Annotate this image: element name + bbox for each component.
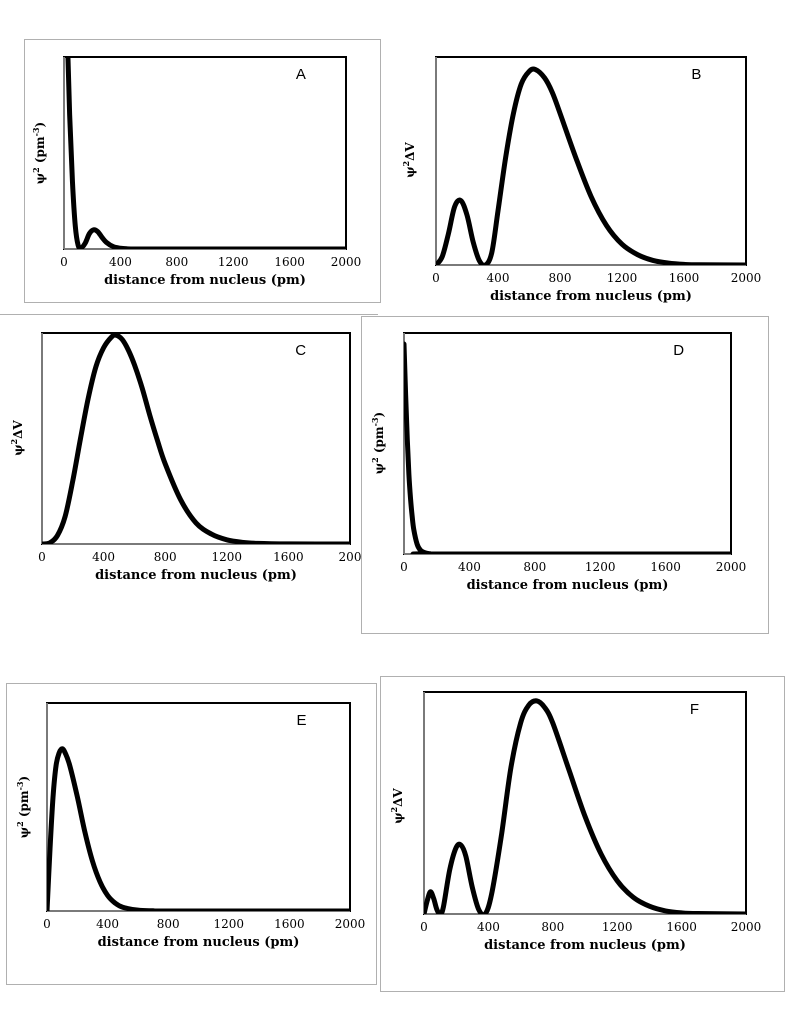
x-tick-label: 400 bbox=[96, 917, 119, 931]
x-tick-label: 400 bbox=[477, 920, 500, 934]
x-tick-label: 1600 bbox=[273, 550, 304, 564]
x-tick-label: 0 bbox=[60, 255, 68, 269]
panel-frame bbox=[380, 676, 785, 992]
panel-letter: E bbox=[297, 712, 307, 729]
y-axis-title-psi: ψ bbox=[391, 812, 405, 823]
y-axis-title: ψ2ΔV bbox=[401, 142, 417, 178]
x-tick-label: 800 bbox=[157, 917, 180, 931]
x-tick-label: 1200 bbox=[602, 920, 633, 934]
x-tick-label: 1200 bbox=[585, 560, 616, 574]
x-tick-label: 1200 bbox=[218, 255, 249, 269]
panel-frame bbox=[361, 316, 769, 634]
x-tick-label: 200 bbox=[339, 550, 362, 564]
x-tick-label: 1600 bbox=[274, 255, 305, 269]
x-tick-label: 2000 bbox=[716, 560, 747, 574]
x-tick-label: 0 bbox=[432, 271, 440, 285]
x-tick-label: 800 bbox=[549, 271, 572, 285]
series-line bbox=[65, 57, 346, 249]
x-axis-title: distance from nucleus (pm) bbox=[98, 935, 300, 950]
panel-letter: A bbox=[296, 66, 306, 83]
y-axis-title-psi: ψ bbox=[403, 166, 417, 177]
x-tick-label: 400 bbox=[458, 560, 481, 574]
y-axis-title-rest: (pm bbox=[372, 426, 386, 457]
y-axis-title-close: ) bbox=[17, 776, 31, 782]
x-axis-title: distance from nucleus (pm) bbox=[104, 273, 306, 288]
y-axis-title-sup: 2 bbox=[401, 161, 411, 167]
x-tick-label: 1200 bbox=[214, 917, 245, 931]
x-axis-title: distance from nucleus (pm) bbox=[467, 578, 669, 593]
panel-letter: C bbox=[295, 342, 306, 359]
x-axis-title: distance from nucleus (pm) bbox=[490, 289, 692, 304]
x-tick-label: 800 bbox=[523, 560, 546, 574]
series-line bbox=[42, 333, 350, 544]
y-axis-title-rest: ΔV bbox=[11, 420, 25, 439]
y-axis-title-sup: 2 bbox=[31, 167, 41, 173]
x-tick-label: 2000 bbox=[335, 917, 366, 931]
x-tick-label: 400 bbox=[109, 255, 132, 269]
x-tick-label: 0 bbox=[38, 550, 46, 564]
x-tick-label: 1600 bbox=[650, 560, 681, 574]
y-axis-title-psi: ψ bbox=[17, 827, 31, 838]
y-axis-title-sup: 2 bbox=[15, 821, 25, 827]
panel-letter: D bbox=[673, 342, 684, 359]
y-axis-title: ψ2 (pm-3) bbox=[31, 122, 47, 184]
y-axis-title-rest: (pm bbox=[17, 790, 31, 821]
x-tick-label: 800 bbox=[541, 920, 564, 934]
y-axis-title: ψ2ΔV bbox=[389, 788, 405, 824]
y-axis-title-rest: (pm bbox=[33, 136, 47, 167]
y-axis-title-psi: ψ bbox=[33, 173, 47, 184]
x-tick-label: 800 bbox=[165, 255, 188, 269]
y-axis-title-sup: 2 bbox=[9, 439, 19, 445]
x-axis-title: distance from nucleus (pm) bbox=[484, 938, 686, 953]
y-axis-title-close: ) bbox=[372, 412, 386, 418]
y-axis-title: ψ2 (pm-3) bbox=[370, 412, 386, 474]
series-line bbox=[404, 341, 731, 554]
y-axis-title-rest: ΔV bbox=[391, 788, 405, 807]
x-tick-label: 1200 bbox=[212, 550, 243, 564]
y-axis-title-rest-sup: -3 bbox=[31, 127, 41, 136]
panel-frame bbox=[6, 683, 377, 985]
panel-letter: F bbox=[690, 701, 699, 718]
x-tick-label: 2000 bbox=[331, 255, 362, 269]
y-axis-title-close: ) bbox=[33, 122, 47, 128]
x-tick-label: 1600 bbox=[666, 920, 697, 934]
y-axis-title-sup: 2 bbox=[389, 807, 399, 813]
x-tick-label: 0 bbox=[420, 920, 428, 934]
panel-frame bbox=[0, 314, 378, 315]
x-tick-label: 2000 bbox=[731, 920, 762, 934]
series-line bbox=[424, 698, 746, 914]
y-axis-title-rest-sup: -3 bbox=[370, 417, 380, 426]
x-tick-label: 2000 bbox=[731, 271, 762, 285]
panel-frame bbox=[24, 39, 381, 303]
x-tick-label: 800 bbox=[154, 550, 177, 564]
y-axis-title-psi: ψ bbox=[372, 463, 386, 474]
x-tick-label: 0 bbox=[43, 917, 51, 931]
series-line bbox=[436, 66, 746, 265]
series-line bbox=[47, 746, 350, 911]
x-tick-label: 1200 bbox=[607, 271, 638, 285]
y-axis-title-sup: 2 bbox=[370, 457, 380, 463]
y-axis-title-psi: ψ bbox=[11, 444, 25, 455]
x-tick-label: 400 bbox=[92, 550, 115, 564]
y-axis-title: ψ2ΔV bbox=[9, 420, 25, 456]
x-tick-label: 0 bbox=[400, 560, 408, 574]
x-tick-label: 400 bbox=[487, 271, 510, 285]
panel-letter: B bbox=[691, 66, 701, 83]
y-axis-title-rest-sup: -3 bbox=[15, 781, 25, 790]
y-axis-title-rest: ΔV bbox=[403, 142, 417, 161]
x-axis-title: distance from nucleus (pm) bbox=[95, 568, 297, 583]
x-tick-label: 1600 bbox=[274, 917, 305, 931]
y-axis-title: ψ2 (pm-3) bbox=[15, 776, 31, 838]
x-tick-label: 1600 bbox=[669, 271, 700, 285]
